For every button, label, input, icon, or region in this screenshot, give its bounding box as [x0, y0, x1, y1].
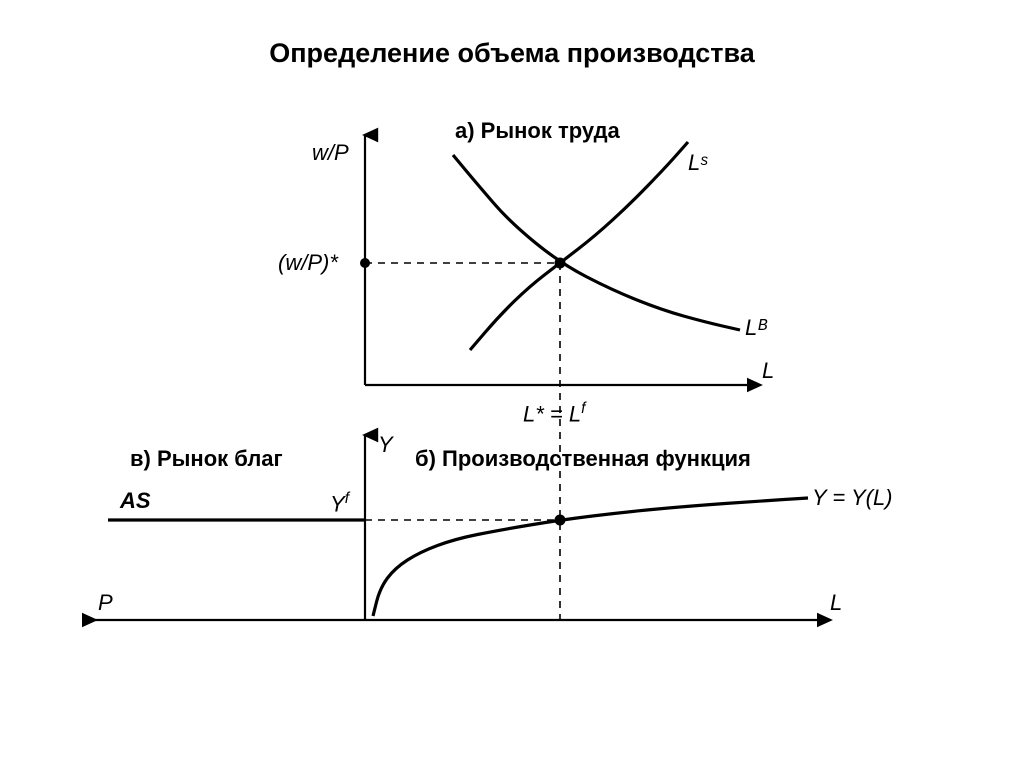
labor-demand-curve	[453, 155, 740, 330]
panel-b-label: б) Производственная функция	[415, 446, 751, 472]
eq-point-labor	[555, 258, 566, 269]
eq-y-marker	[360, 258, 370, 268]
p-axis-label: P	[98, 590, 113, 616]
yaxis-label-y: Y	[378, 432, 393, 458]
eq-point-production	[555, 515, 566, 526]
curve-label-lb: Lᴮ	[745, 315, 767, 341]
eq-x-label: L* = Lf	[523, 400, 585, 427]
xaxis-label-l-bot: L	[830, 590, 842, 616]
xaxis-label-l-top: L	[762, 358, 774, 384]
yf-label: Yf	[330, 490, 349, 517]
labor-market-panel	[360, 135, 760, 620]
curve-label-ls: Lˢ	[688, 150, 707, 176]
eq-y-label: (w/P)*	[278, 250, 338, 276]
panel-a-label: а) Рынок труда	[455, 118, 620, 144]
production-curve	[373, 498, 808, 616]
page: Определение объема производства а) Рынок…	[0, 0, 1024, 767]
labor-supply-curve	[470, 142, 688, 350]
yaxis-label-wp: w/P	[312, 140, 349, 166]
diagram-svg	[0, 0, 1024, 767]
curve-label-yl: Y = Y(L)	[812, 485, 893, 511]
panel-v-label: в) Рынок благ	[130, 446, 283, 472]
as-label: AS	[120, 488, 151, 514]
